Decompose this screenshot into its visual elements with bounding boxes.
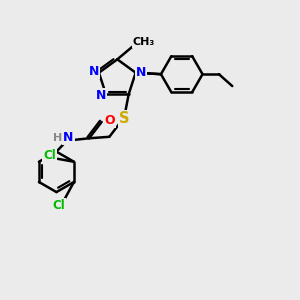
Text: N: N	[63, 131, 74, 144]
Text: O: O	[105, 114, 115, 127]
Text: N: N	[136, 66, 146, 79]
Text: H: H	[53, 133, 62, 143]
Text: N: N	[88, 65, 99, 78]
Text: CH₃: CH₃	[133, 38, 155, 47]
Text: S: S	[119, 112, 130, 127]
Text: Cl: Cl	[43, 149, 56, 162]
Text: Cl: Cl	[53, 199, 65, 212]
Text: N: N	[95, 89, 106, 102]
